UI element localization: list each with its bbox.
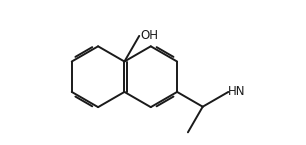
Text: OH: OH [140,29,158,42]
Text: HN: HN [228,85,246,98]
